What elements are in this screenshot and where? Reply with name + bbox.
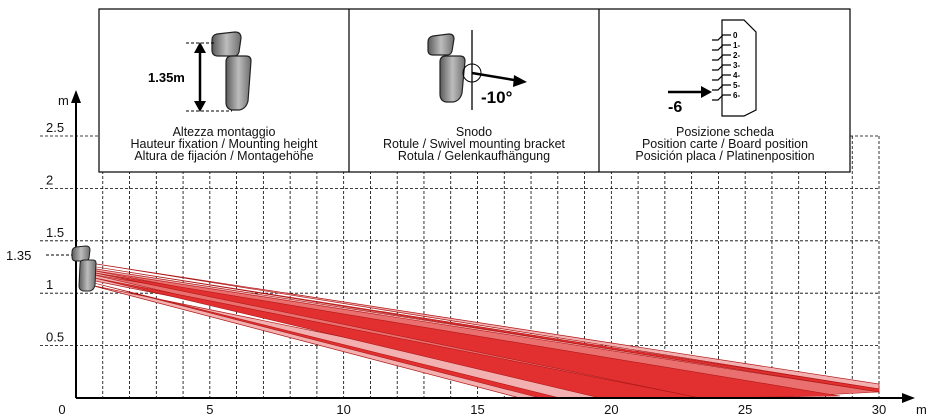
- board-slot-line: [712, 44, 731, 51]
- y-tick-label: 2.5: [46, 120, 64, 135]
- board-outline: [721, 19, 757, 117]
- board-slot-line: [712, 84, 731, 91]
- panel-1-line-1: Altezza montaggio: [173, 125, 276, 139]
- y-tick-label: 2: [46, 172, 53, 187]
- sensor-device-icon: [211, 31, 252, 111]
- panel-2-line-3: Rotula / Gelenkaufhängung: [398, 149, 550, 163]
- pivot-circle: [462, 63, 482, 83]
- sensor-device-icon: [427, 33, 466, 103]
- panel-board-position: 01-2-3-4-5-6- -6 Posizione scheda Positi…: [635, 19, 815, 163]
- panel-3-line-1: Posizione scheda: [676, 125, 774, 139]
- sensor-device-icon: [71, 245, 97, 292]
- x-axis-arrow: [902, 393, 915, 403]
- board-slot-label: 0: [733, 31, 738, 40]
- mount-height-label: 1.35: [6, 248, 31, 263]
- board-slot-label: 2-: [733, 51, 740, 60]
- swivel-angle-value: -10°: [481, 88, 513, 107]
- x-axis-unit: m: [916, 402, 927, 417]
- board-position-value: -6: [668, 99, 682, 116]
- panel-1-line-2: Hauteur fixation / Mounting height: [131, 137, 318, 151]
- x-tick-labels: 0 5 10 15 20 25 30: [58, 402, 886, 417]
- panel-3-line-2: Position carte / Board position: [642, 137, 808, 151]
- y-axis-arrow: [71, 90, 81, 103]
- panel-2-line-1: Snodo: [456, 125, 492, 139]
- board-slot-label: 3-: [733, 61, 740, 70]
- x-tick-label: 10: [336, 402, 350, 417]
- y-tick-label: 0.5: [46, 330, 64, 345]
- board-slot-line: [712, 94, 731, 101]
- board-slot-markers: 01-2-3-4-5-6-: [712, 31, 740, 101]
- beam-upper-thin: [89, 265, 880, 393]
- board-slot-label: 6-: [733, 91, 740, 100]
- board-slot-label: 5-: [733, 81, 740, 90]
- panel-3-line-3: Posición placa / Platinenposition: [635, 149, 814, 163]
- mounting-height-value: 1.35m: [148, 70, 185, 85]
- angle-arrow: [471, 71, 521, 83]
- x-tick-label: 15: [470, 402, 484, 417]
- beam-outer-upper: [89, 262, 880, 390]
- x-tick-label: 25: [738, 402, 752, 417]
- x-tick-label: 30: [872, 402, 886, 417]
- board-slot-line: [712, 54, 731, 61]
- board-slot-label: 4-: [733, 71, 740, 80]
- beam-core-2: [89, 276, 701, 399]
- panel-2-line-2: Rotule / Swivel mounting bracket: [383, 137, 566, 151]
- grid: [40, 135, 880, 398]
- board-slot-line: [712, 64, 731, 71]
- panel-swivel-bracket: -10° Snodo Rotule / Swivel mounting brac…: [383, 30, 566, 163]
- x-tick-label: 5: [206, 402, 213, 417]
- y-tick-label: 1: [46, 277, 53, 292]
- y-axis-unit: m: [58, 93, 69, 108]
- panel-1-line-3: Altura de fijación / Montagehöhe: [134, 149, 313, 163]
- board-slot-label: 1-: [733, 41, 740, 50]
- x-tick-label: 20: [604, 402, 618, 417]
- board-slot-line: [712, 74, 731, 81]
- y-tick-labels: 0.5 1 1.5 2 2.5: [46, 120, 64, 345]
- panel-mounting-height: 1.35m Altezza montaggio Hauteur fixation…: [131, 31, 318, 163]
- info-panels: 1.35m Altezza montaggio Hauteur fixation…: [98, 8, 851, 173]
- board-slot-line: [712, 34, 731, 41]
- y-tick-label: 1.5: [46, 225, 64, 240]
- detection-beams: [89, 262, 880, 399]
- x-tick-label: 0: [58, 402, 65, 417]
